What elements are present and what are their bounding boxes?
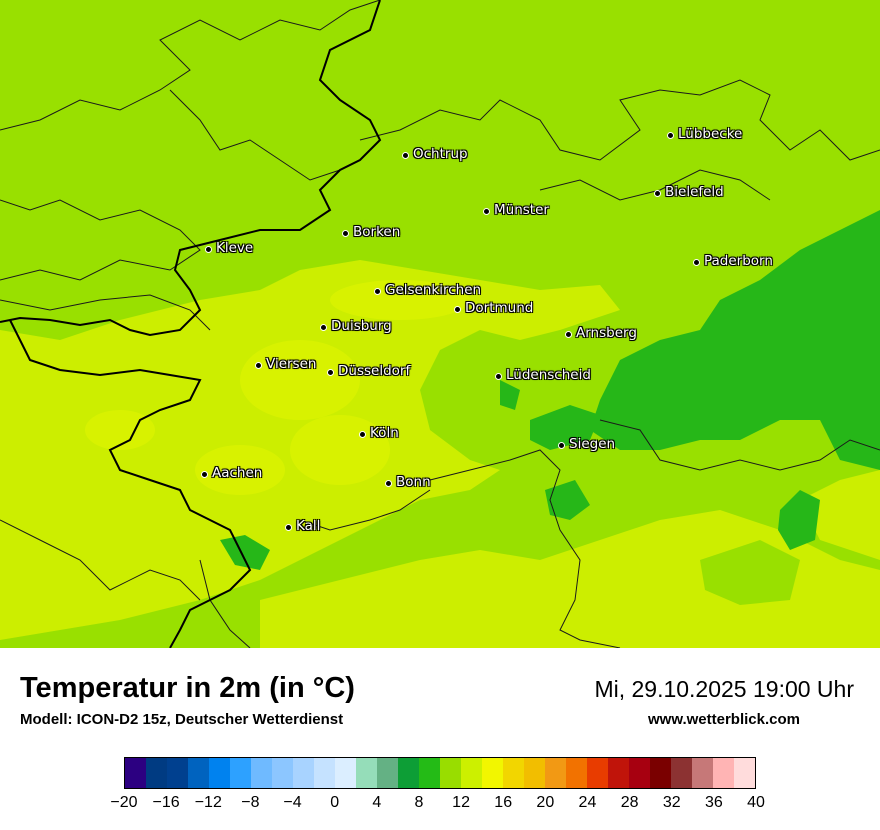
city-marker bbox=[495, 373, 502, 380]
colorbar-tick-label: 12 bbox=[452, 794, 470, 811]
city-marker bbox=[285, 524, 292, 531]
city-label: Bielefeld bbox=[665, 184, 724, 200]
city-label: Köln bbox=[370, 425, 399, 441]
city-marker bbox=[483, 208, 490, 215]
city-label: Gelsenkirchen bbox=[385, 282, 482, 298]
city-label: Kall bbox=[296, 518, 321, 534]
city-marker bbox=[359, 431, 366, 438]
city-label: Ochtrup bbox=[413, 146, 468, 162]
city-marker bbox=[693, 259, 700, 266]
forecast-datetime: Mi, 29.10.2025 19:00 Uhr bbox=[594, 676, 854, 702]
colorbar-segment bbox=[419, 758, 440, 788]
city-label: Dortmund bbox=[465, 300, 534, 316]
city-label: Lüdenscheid bbox=[506, 367, 591, 383]
colorbar-segment bbox=[209, 758, 230, 788]
city-label: Lübbecke bbox=[678, 126, 743, 142]
colorbar-tick-label: −4 bbox=[283, 794, 302, 811]
chart-title: Temperatur in 2m (in °C) bbox=[20, 672, 355, 704]
colorbar-segment bbox=[230, 758, 251, 788]
cool-zones bbox=[220, 210, 880, 605]
city-marker bbox=[558, 442, 565, 449]
colorbar-segment bbox=[650, 758, 671, 788]
colorbar-segment bbox=[545, 758, 566, 788]
city-label: Münster bbox=[494, 202, 549, 218]
colorbar-tick-label: 0 bbox=[330, 794, 340, 811]
city-marker bbox=[374, 288, 381, 295]
city-label: Düsseldorf bbox=[338, 363, 411, 379]
city-marker bbox=[667, 132, 674, 139]
city-label: Aachen bbox=[212, 465, 263, 481]
colorbar-segment bbox=[587, 758, 608, 788]
city-label: Siegen bbox=[569, 436, 616, 452]
colorbar-segment bbox=[377, 758, 398, 788]
city-marker bbox=[201, 471, 208, 478]
colorbar-segment bbox=[566, 758, 587, 788]
colorbar-tick-label: −8 bbox=[241, 794, 260, 811]
colorbar-segment bbox=[671, 758, 692, 788]
city-label: Paderborn bbox=[704, 253, 773, 269]
colorbar-tick-label: 24 bbox=[578, 794, 597, 811]
city-marker bbox=[654, 190, 661, 197]
colorbar-segment bbox=[188, 758, 209, 788]
city-label: Bonn bbox=[396, 474, 431, 490]
colorbar-segment bbox=[314, 758, 335, 788]
temperature-map: Lübbecke Ochtrup Bielefeld Münster Borken Kle… bbox=[0, 0, 880, 648]
colorbar-segment bbox=[440, 758, 461, 788]
source-url: www.wetterblick.com bbox=[648, 711, 800, 728]
colorbar-tick-label: −20 bbox=[110, 794, 138, 811]
colorbar-segment bbox=[356, 758, 377, 788]
colorbar-ticks: −20 −16 −12 −8 −4 0 4 8 12 16 20 24 28 32 36 40 bbox=[110, 794, 764, 818]
map-canvas bbox=[0, 0, 880, 648]
city-label: Kleve bbox=[216, 240, 254, 256]
colorbar-tick-label: 40 bbox=[747, 794, 765, 811]
city-marker bbox=[454, 306, 461, 313]
colorbar-tick-label: 8 bbox=[414, 794, 424, 811]
colorbar-segment bbox=[398, 758, 419, 788]
city-marker bbox=[320, 324, 327, 331]
colorbar-tick-label: 28 bbox=[620, 794, 639, 811]
colorbar-segment bbox=[272, 758, 293, 788]
city-label: Borken bbox=[353, 224, 401, 240]
colorbar-segment bbox=[629, 758, 650, 788]
city-label: Viersen bbox=[266, 356, 317, 372]
country-borders bbox=[0, 0, 382, 648]
city-marker bbox=[565, 331, 572, 338]
colorbar-tick-label: −12 bbox=[194, 794, 222, 811]
colorbar-segment bbox=[503, 758, 524, 788]
colorbar-segment bbox=[167, 758, 188, 788]
colorbar-segment bbox=[461, 758, 482, 788]
colorbar-tick-label: 4 bbox=[372, 794, 382, 811]
temperature-colorbar bbox=[124, 757, 756, 789]
colorbar-segment bbox=[608, 758, 629, 788]
region-borders bbox=[0, 0, 880, 648]
colorbar-segment bbox=[146, 758, 167, 788]
colorbar-segment bbox=[524, 758, 545, 788]
city-marker bbox=[342, 230, 349, 237]
colorbar-segment bbox=[713, 758, 734, 788]
colorbar-segment bbox=[335, 758, 356, 788]
colorbar-segment bbox=[251, 758, 272, 788]
lighter-spots bbox=[85, 280, 470, 495]
colorbar-tick-label: 16 bbox=[494, 794, 513, 811]
colorbar-tick-label: 20 bbox=[536, 794, 555, 811]
colorbar-tick-label: 36 bbox=[704, 794, 723, 811]
city-marker bbox=[385, 480, 392, 487]
colorbar-segment bbox=[734, 758, 755, 788]
colorbar-segment bbox=[293, 758, 314, 788]
city-marker bbox=[327, 369, 334, 376]
colorbar-segment bbox=[125, 758, 146, 788]
colorbar-segment bbox=[482, 758, 503, 788]
city-label: Duisburg bbox=[331, 318, 392, 334]
city-marker bbox=[255, 362, 262, 369]
colorbar-tick-label: −16 bbox=[152, 794, 180, 811]
city-marker bbox=[402, 152, 409, 159]
colorbar-segment bbox=[692, 758, 713, 788]
city-label: Arnsberg bbox=[576, 325, 637, 341]
colorbar-tick-label: 32 bbox=[662, 794, 681, 811]
city-marker bbox=[205, 246, 212, 253]
model-info: Modell: ICON-D2 15z, Deutscher Wetterdie… bbox=[20, 711, 344, 728]
